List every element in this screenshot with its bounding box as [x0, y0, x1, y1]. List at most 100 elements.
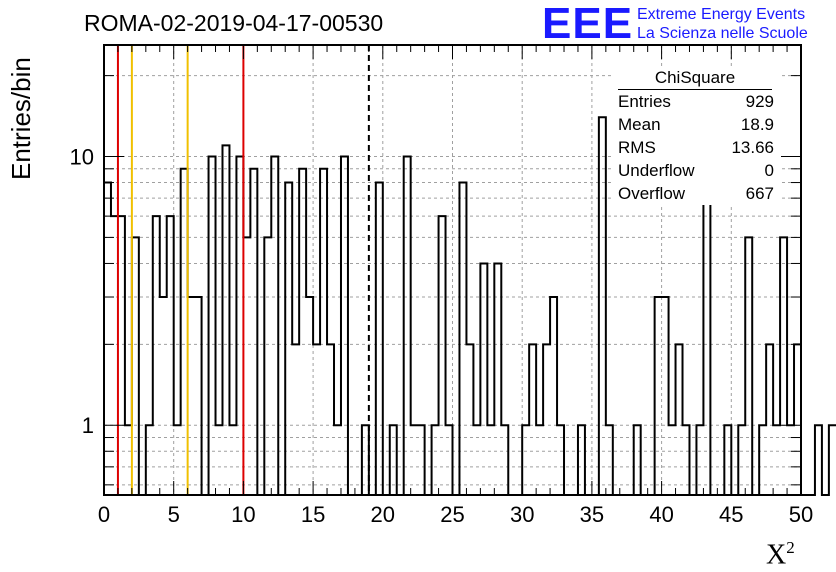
histogram-bin — [243, 237, 250, 495]
histogram-bin — [229, 425, 236, 495]
histogram-bin — [404, 157, 411, 495]
histogram-bin — [118, 216, 125, 495]
chart-title: ROMA-02-2019-04-17-00530 — [84, 10, 384, 36]
histogram-bin — [222, 145, 229, 495]
stats-value: 929 — [745, 92, 774, 111]
x-tick-label: 0 — [98, 502, 110, 527]
x-tick-label: 40 — [649, 502, 673, 527]
histogram-bin — [250, 169, 257, 495]
histogram-bin — [362, 425, 369, 495]
histogram-bin — [759, 425, 766, 495]
histogram-bin — [167, 216, 174, 495]
histogram-bin — [390, 425, 397, 495]
histogram-bin — [766, 344, 773, 495]
histogram-bin — [557, 425, 564, 495]
histogram-bin — [153, 216, 160, 495]
histogram-bin — [724, 425, 731, 495]
histogram-bin — [494, 263, 501, 495]
stats-row-overflow: Overflow 667 — [612, 182, 780, 205]
histogram-bin — [376, 183, 383, 495]
eee-logo: EEE — [542, 0, 634, 48]
x-tick-label: 30 — [510, 502, 534, 527]
histogram-bin — [815, 425, 822, 495]
histogram-bin — [703, 157, 710, 495]
histogram-bin — [473, 425, 480, 495]
x-tick-label: 15 — [301, 502, 325, 527]
histogram-bin — [236, 157, 243, 495]
histogram-bin — [550, 297, 557, 495]
histogram-bin — [669, 425, 676, 495]
histogram-bin — [181, 169, 188, 495]
histogram-bin — [466, 344, 473, 495]
histogram-bin — [334, 425, 341, 495]
x-tick-label: 5 — [168, 502, 180, 527]
histogram-bin — [104, 183, 111, 495]
stats-row-rms: RMS 13.66 — [612, 136, 780, 159]
x-tick-label: 50 — [789, 502, 813, 527]
stats-label: Mean — [618, 115, 661, 134]
histogram-bin — [634, 425, 641, 495]
histogram-bin — [696, 425, 703, 495]
histogram-bin — [306, 297, 313, 495]
histogram-bin — [264, 237, 271, 495]
histogram-bin — [313, 344, 320, 495]
histogram-bin — [543, 344, 550, 495]
histogram-bin — [655, 297, 662, 495]
histogram-bin — [522, 425, 529, 495]
histogram-bin — [446, 425, 453, 495]
y-tick-label: 10 — [70, 145, 94, 170]
histogram-bin — [487, 425, 494, 495]
histogram-bin — [738, 425, 745, 495]
histogram-bin — [271, 157, 278, 495]
stats-value: 667 — [745, 184, 774, 203]
logo-subtitle-line1: Extreme Energy Events — [637, 6, 806, 23]
x-axis-label-base: X — [766, 539, 787, 571]
histogram-bin — [662, 297, 669, 495]
histogram-bin — [341, 157, 348, 495]
x-tick-label: 10 — [231, 502, 255, 527]
histogram-bin — [285, 183, 292, 495]
stats-title: ChiSquare — [618, 68, 772, 90]
histogram-bin — [188, 297, 195, 495]
histogram-bin — [745, 237, 752, 495]
y-tick-label: 1 — [82, 413, 94, 438]
histogram-bin — [132, 237, 139, 495]
histogram-bin — [174, 425, 181, 495]
histogram-bin — [439, 216, 446, 495]
y-axis-label: Entries/bin — [6, 57, 36, 180]
stats-label: Underflow — [618, 161, 695, 180]
x-tick-label: 20 — [371, 502, 395, 527]
histogram-bin — [676, 344, 683, 495]
histogram-bin — [606, 425, 613, 495]
histogram-bin — [794, 344, 801, 495]
histogram-bin — [432, 425, 439, 495]
stats-row-entries: Entries 929 — [612, 90, 780, 113]
stats-row-mean: Mean 18.9 — [612, 113, 780, 136]
histogram-outline — [104, 116, 836, 496]
histogram-bin — [216, 425, 223, 495]
stats-row-underflow: Underflow 0 — [612, 159, 780, 182]
stats-label: Entries — [618, 92, 671, 111]
histogram-bin — [683, 425, 690, 495]
logo-subtitle-line2: La Scienza nelle Scuole — [637, 25, 808, 42]
histogram-bin — [829, 425, 836, 495]
histogram-bin — [125, 425, 132, 495]
stats-label: RMS — [618, 138, 656, 157]
histogram-bin — [536, 425, 543, 495]
histogram-bin — [146, 425, 153, 495]
histogram-bin — [529, 344, 536, 495]
histogram-bin — [327, 344, 334, 495]
histogram-bin — [501, 425, 508, 495]
x-tick-label: 45 — [719, 502, 743, 527]
histogram-bin — [599, 117, 606, 495]
histogram-bin — [773, 425, 780, 495]
x-axis-label-superscript: 2 — [786, 538, 795, 557]
stats-label: Overflow — [618, 184, 686, 203]
stats-value: 18.9 — [740, 115, 774, 134]
histogram-bin — [209, 157, 216, 495]
histogram-bin — [111, 216, 118, 495]
histogram-bin — [578, 425, 585, 495]
histogram-bin — [480, 263, 487, 495]
histogram-bin — [780, 237, 787, 495]
